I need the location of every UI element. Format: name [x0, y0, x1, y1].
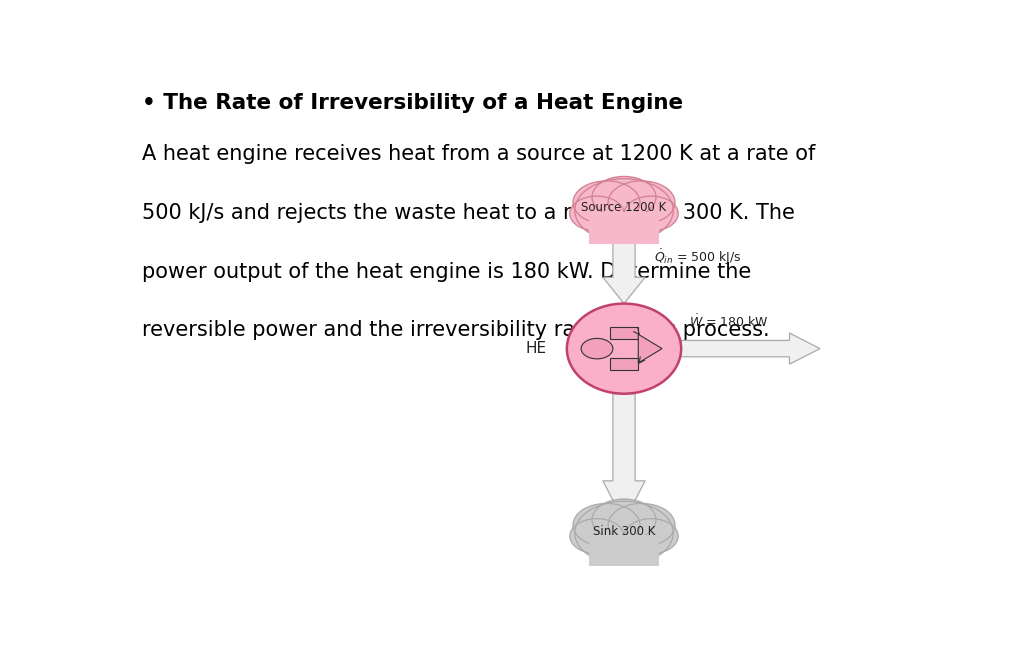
Text: HE: HE — [526, 341, 547, 356]
Circle shape — [569, 519, 624, 553]
FancyBboxPatch shape — [609, 327, 638, 339]
Circle shape — [573, 181, 640, 224]
Ellipse shape — [567, 303, 681, 394]
FancyArrow shape — [603, 221, 645, 303]
Text: A heat engine receives heat from a source at 1200 K at a rate of: A heat engine receives heat from a sourc… — [142, 144, 816, 164]
Polygon shape — [638, 334, 663, 363]
Bar — [589, 212, 659, 243]
Circle shape — [608, 503, 675, 547]
Circle shape — [573, 503, 640, 547]
Bar — [589, 535, 659, 567]
Text: 500 kJ/s and rejects the waste heat to a medium at 300 K. The: 500 kJ/s and rejects the waste heat to a… — [142, 203, 796, 223]
Circle shape — [574, 179, 673, 242]
FancyArrow shape — [603, 394, 645, 522]
Text: • The Rate of Irreversibility of a Heat Engine: • The Rate of Irreversibility of a Heat … — [142, 92, 683, 112]
Text: $\dot{Q}_{in}$ = 500 kJ/s: $\dot{Q}_{in}$ = 500 kJ/s — [654, 247, 741, 267]
Text: reversible power and the irreversibility rate for this process.: reversible power and the irreversibility… — [142, 321, 770, 340]
Circle shape — [608, 181, 675, 224]
FancyArrow shape — [681, 333, 820, 364]
Circle shape — [592, 499, 656, 540]
Circle shape — [574, 501, 673, 565]
Circle shape — [569, 196, 624, 231]
Text: Source 1200 K: Source 1200 K — [582, 201, 667, 214]
Text: Sink 300 K: Sink 300 K — [593, 525, 655, 539]
Text: power output of the heat engine is 180 kW. Determine the: power output of the heat engine is 180 k… — [142, 261, 752, 281]
FancyBboxPatch shape — [609, 358, 638, 370]
Circle shape — [592, 176, 656, 217]
Circle shape — [624, 196, 678, 231]
Circle shape — [582, 338, 613, 359]
Circle shape — [624, 519, 678, 553]
Text: $\dot{W}$ = 180 kW: $\dot{W}$ = 180 kW — [689, 314, 769, 331]
